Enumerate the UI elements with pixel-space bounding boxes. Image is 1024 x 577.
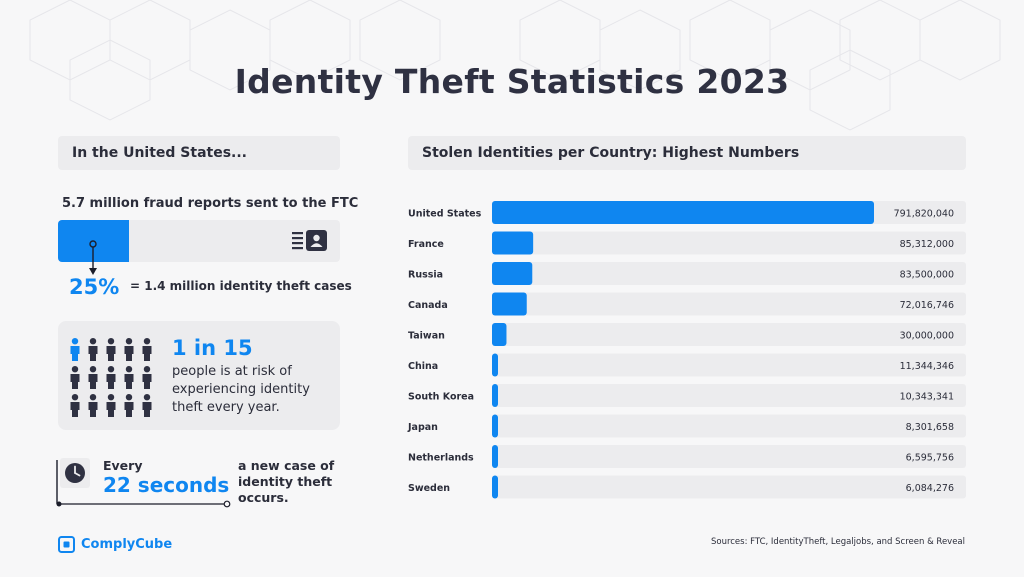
person-icon <box>124 338 134 361</box>
country-bar-chart: United States 791,820,040 France 85,312,000… <box>407 201 966 499</box>
clock-icon <box>60 458 90 488</box>
bar-track <box>492 231 966 255</box>
id-card-icon <box>292 230 327 251</box>
bar-china <box>492 353 498 377</box>
person-icon <box>88 366 98 389</box>
value-label: 85,312,000 <box>900 239 954 250</box>
bar-south-korea <box>492 384 498 407</box>
person-icon <box>88 394 98 417</box>
bar-track <box>492 445 966 468</box>
bar-track <box>492 323 966 346</box>
value-label: 30,000,000 <box>900 331 954 342</box>
person-icon <box>124 394 134 417</box>
seconds-value: 22 seconds <box>103 473 230 497</box>
complycube-logo-icon <box>58 536 75 553</box>
bar-france <box>492 231 534 255</box>
category-label: Netherlands <box>408 453 474 464</box>
risk-ratio: 1 in 15 <box>172 336 253 360</box>
value-label: 10,343,341 <box>900 392 954 403</box>
bar-track <box>492 475 966 499</box>
bar-track <box>492 262 966 285</box>
value-label: 6,595,756 <box>906 453 954 464</box>
every-label: Every <box>103 458 143 473</box>
bar-canada <box>492 292 527 316</box>
category-label: Japan <box>407 422 438 433</box>
value-label: 11,344,346 <box>900 361 954 372</box>
fraud-reports-label: 5.7 million fraud reports sent to the FT… <box>62 196 359 211</box>
percent-value: 25% <box>69 275 120 299</box>
person-icon <box>106 338 116 361</box>
bar-track <box>492 292 966 316</box>
category-label: South Korea <box>408 392 474 403</box>
value-label: 72,016,746 <box>900 300 954 311</box>
bar-sweden <box>492 475 498 499</box>
new-case-description: a new case of identity theft occurs. <box>238 458 335 505</box>
person-icon <box>70 394 80 417</box>
person-icon <box>106 366 116 389</box>
percent-description: = 1.4 million identity theft cases <box>130 279 352 293</box>
value-label: 8,301,658 <box>906 422 954 433</box>
bar-track <box>492 353 966 377</box>
us-section-header: In the United States... <box>58 136 340 170</box>
page-title: Identity Theft Statistics 2023 <box>234 62 790 101</box>
person-icon <box>142 338 152 361</box>
category-label: France <box>408 239 444 250</box>
timeline-line <box>56 460 231 508</box>
brand-name: ComplyCube <box>81 537 173 552</box>
value-label: 6,084,276 <box>906 483 954 494</box>
bar-track <box>492 384 966 407</box>
bar-united-states <box>492 201 874 224</box>
person-icon <box>124 366 134 389</box>
person-icon <box>106 394 116 417</box>
country-section-header: Stolen Identities per Country: Highest N… <box>408 136 966 170</box>
risk-description: people is at risk of experiencing identi… <box>172 364 310 415</box>
person-icon <box>70 338 80 361</box>
person-icon <box>142 394 152 417</box>
people-grid <box>70 338 152 417</box>
pointer-arrow-icon <box>89 240 97 275</box>
bar-russia <box>492 262 533 285</box>
bar-taiwan <box>492 323 507 346</box>
category-label: China <box>408 361 438 372</box>
value-label: 83,500,000 <box>900 270 954 281</box>
sources-note: Sources: FTC, IdentityTheft, Legaljobs, … <box>710 537 965 547</box>
risk-card <box>58 321 340 430</box>
person-icon <box>70 366 80 389</box>
category-label: Russia <box>408 270 443 281</box>
value-label: 791,820,040 <box>894 209 954 220</box>
bar-track <box>492 414 966 438</box>
category-label: Taiwan <box>408 331 445 342</box>
bar-japan <box>492 414 498 438</box>
category-label: Sweden <box>408 483 450 494</box>
person-icon <box>142 366 152 389</box>
person-icon <box>88 338 98 361</box>
bar-netherlands <box>492 445 498 468</box>
category-label: Canada <box>408 300 448 311</box>
category-label: United States <box>408 209 482 220</box>
